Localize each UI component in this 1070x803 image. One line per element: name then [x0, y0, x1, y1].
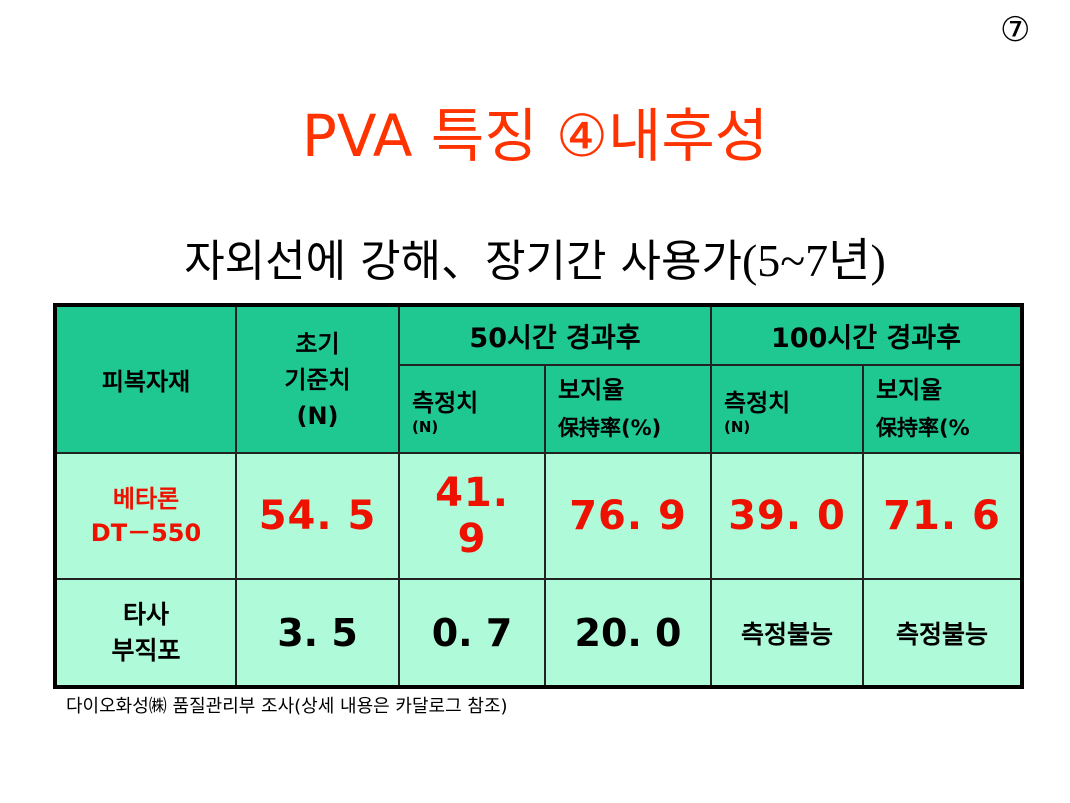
row2-measured-50: 0. 7: [398, 578, 546, 688]
slide-subtitle: 자외선에 강해、장기간 사용가(5~7년): [0, 226, 1070, 297]
header-initial-line1: 초기: [295, 329, 340, 358]
header-initial: 초기 기준치 (N): [235, 304, 400, 454]
row1-measured-100: 39. 0: [710, 452, 864, 580]
header-retention-50: 보지율 保持率(%): [544, 364, 712, 454]
row1-name-line1: 베타론: [112, 485, 180, 513]
subtitle-paren: (5~7년): [741, 235, 886, 286]
header-retention-50-sub: 保持率(%): [558, 416, 662, 440]
row1-measured-50-line1: 41.: [435, 470, 509, 516]
footnote: 다이오화성㈱ 품질관리부 조사(상세 내용은 카달로그 참조): [66, 696, 508, 717]
header-measured-100-unit: (N): [724, 417, 751, 436]
table-row: 베타론 DT－550 54. 5 41. 9 76. 9 39. 0 71. 6: [54, 452, 1023, 580]
table-row: 타사 부직포 3. 5 0. 7 20. 0 측정불능 측정불능: [54, 578, 1023, 688]
header-100h: 100시간 경과후: [710, 304, 1023, 366]
header-measured-50-label: 측정치: [412, 388, 479, 417]
row1-initial: 54. 5: [235, 452, 400, 580]
header-retention-100: 보지율 保持率(%: [862, 364, 1023, 454]
row2-measured-100: 측정불능: [710, 578, 864, 688]
header-retention-50-label: 보지율: [558, 376, 625, 404]
page-number: ⑦: [1000, 10, 1031, 50]
row2-retention-50: 20. 0: [544, 578, 712, 688]
header-50h: 50시간 경과후: [398, 304, 712, 366]
row2-name: 타사 부직포: [54, 578, 237, 688]
row1-measured-50-line2: 9: [457, 516, 487, 562]
header-initial-line3: (N): [296, 401, 339, 430]
header-retention-100-sub: 保持率(%: [876, 416, 970, 440]
header-measured-50: 측정치 (N): [398, 364, 546, 454]
row1-retention-50: 76. 9: [544, 452, 712, 580]
row2-name-line2: 부직포: [111, 635, 181, 665]
slide-title: PVA 특징 ④내후성: [301, 102, 769, 170]
row1-name-line2: DT－550: [90, 519, 202, 547]
row1-name: 베타론 DT－550: [54, 452, 237, 580]
row1-retention-100: 71. 6: [862, 452, 1023, 580]
row1-measured-50: 41. 9: [398, 452, 546, 580]
header-measured-100: 측정치 (N): [710, 364, 864, 454]
header-retention-100-label: 보지율: [876, 376, 943, 404]
header-measured-50-unit: (N): [412, 417, 439, 436]
row2-initial: 3. 5: [235, 578, 400, 688]
header-measured-100-label: 측정치: [724, 388, 791, 417]
header-material: 피복자재: [54, 304, 237, 454]
row2-name-line1: 타사: [122, 599, 169, 629]
subtitle-main: 자외선에 강해、장기간 사용가: [184, 236, 742, 287]
row2-retention-100: 측정불능: [862, 578, 1023, 688]
weathering-table: 피복자재 초기 기준치 (N) 50시간 경과후 100시간 경과후 측정치 (…: [53, 303, 1024, 689]
header-initial-line2: 기준치: [284, 365, 351, 394]
